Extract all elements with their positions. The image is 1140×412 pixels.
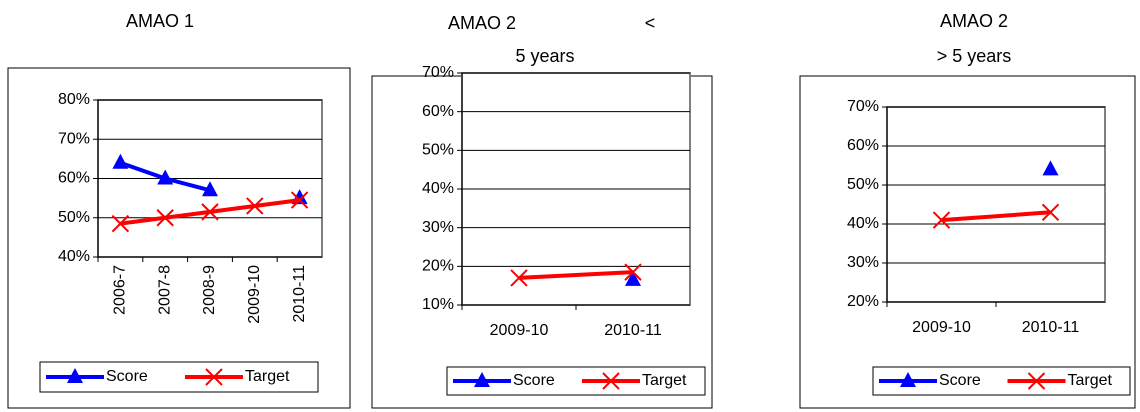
y-tick-label: 60%	[847, 137, 879, 154]
marker-x	[205, 368, 223, 386]
legend-label: Target	[1068, 372, 1113, 389]
y-tick-label: 60%	[58, 170, 90, 187]
plot-area	[886, 106, 1106, 303]
y-tick-label: 80%	[58, 91, 90, 108]
chart-title: > 5 years	[937, 46, 1012, 66]
marker-x	[602, 372, 620, 390]
x-tick-label: 2008-9	[201, 265, 218, 315]
y-tick-label: 40%	[422, 180, 454, 197]
marker-x	[201, 203, 219, 221]
marker-triangle	[202, 181, 218, 197]
y-tick-label: 10%	[422, 296, 454, 313]
y-tick-label: 30%	[847, 254, 879, 271]
x-tick-label: 2009-10	[490, 322, 549, 339]
marker-x	[510, 269, 528, 287]
marker-x	[156, 209, 174, 227]
y-tick-label: 40%	[58, 248, 90, 265]
series-line	[518, 270, 634, 280]
y-tick-label: 60%	[422, 103, 454, 120]
series-line	[941, 210, 1051, 223]
chart-title: AMAO 1	[126, 11, 194, 31]
chart: AMAO 2 <5 years 10% 20% 30% 40% 50% 60% 70% 2009-…	[371, 13, 713, 409]
chart-title: AMAO 2	[940, 11, 1008, 31]
x-tick-label: 2007-8	[156, 265, 173, 315]
legend-label: Target	[245, 368, 290, 385]
y-tick-label: 50%	[422, 142, 454, 159]
marker-x	[624, 263, 642, 281]
marker-x	[111, 214, 130, 233]
marker-triangle	[474, 372, 490, 387]
marker-triangle	[67, 368, 83, 383]
marker-triangle	[112, 153, 129, 169]
chart-title: <	[645, 13, 656, 33]
marker-x	[1027, 372, 1046, 390]
marker-triangle	[900, 372, 916, 387]
y-tick-label: 30%	[422, 219, 454, 236]
y-tick-label: 20%	[847, 293, 879, 310]
marker-x	[290, 191, 309, 209]
marker-x	[1041, 203, 1060, 222]
x-tick-label: 2010-11	[604, 322, 662, 339]
marker-triangle	[1042, 160, 1059, 176]
y-tick-label: 70%	[847, 98, 879, 115]
y-tick-label: 70%	[422, 64, 454, 81]
marker-triangle	[625, 270, 641, 286]
marker-triangle	[157, 169, 174, 185]
marker-x	[932, 211, 951, 229]
chart-title: 5 years	[515, 46, 574, 66]
chart: AMAO 1 40% 50% 60% 70% 80% 2006-7 2007-8 2008-9 2…	[7, 11, 351, 409]
y-tick-label: 20%	[422, 258, 454, 275]
x-tick-label: 2009-10	[912, 319, 971, 336]
y-tick-label: 70%	[58, 130, 90, 147]
legend-label: Target	[642, 372, 687, 389]
chart-title: AMAO 2	[448, 13, 516, 33]
x-tick-label: 2010-11	[1022, 319, 1080, 336]
x-tick-label: 2009-10	[246, 265, 263, 324]
x-tick-label: 2006-7	[112, 265, 129, 315]
y-tick-label: 40%	[847, 215, 879, 232]
legend-label: Score	[513, 372, 555, 389]
marker-x	[246, 197, 264, 215]
chart: AMAO 2 > 5 years 20% 30% 40% 50% 60% 70% 2009-10…	[799, 11, 1136, 409]
y-tick-label: 50%	[847, 176, 879, 193]
y-tick-label: 50%	[58, 209, 90, 226]
legend-label: Score	[939, 372, 981, 389]
legend-label: Score	[106, 368, 148, 385]
x-tick-label: 2010-11	[291, 265, 308, 323]
